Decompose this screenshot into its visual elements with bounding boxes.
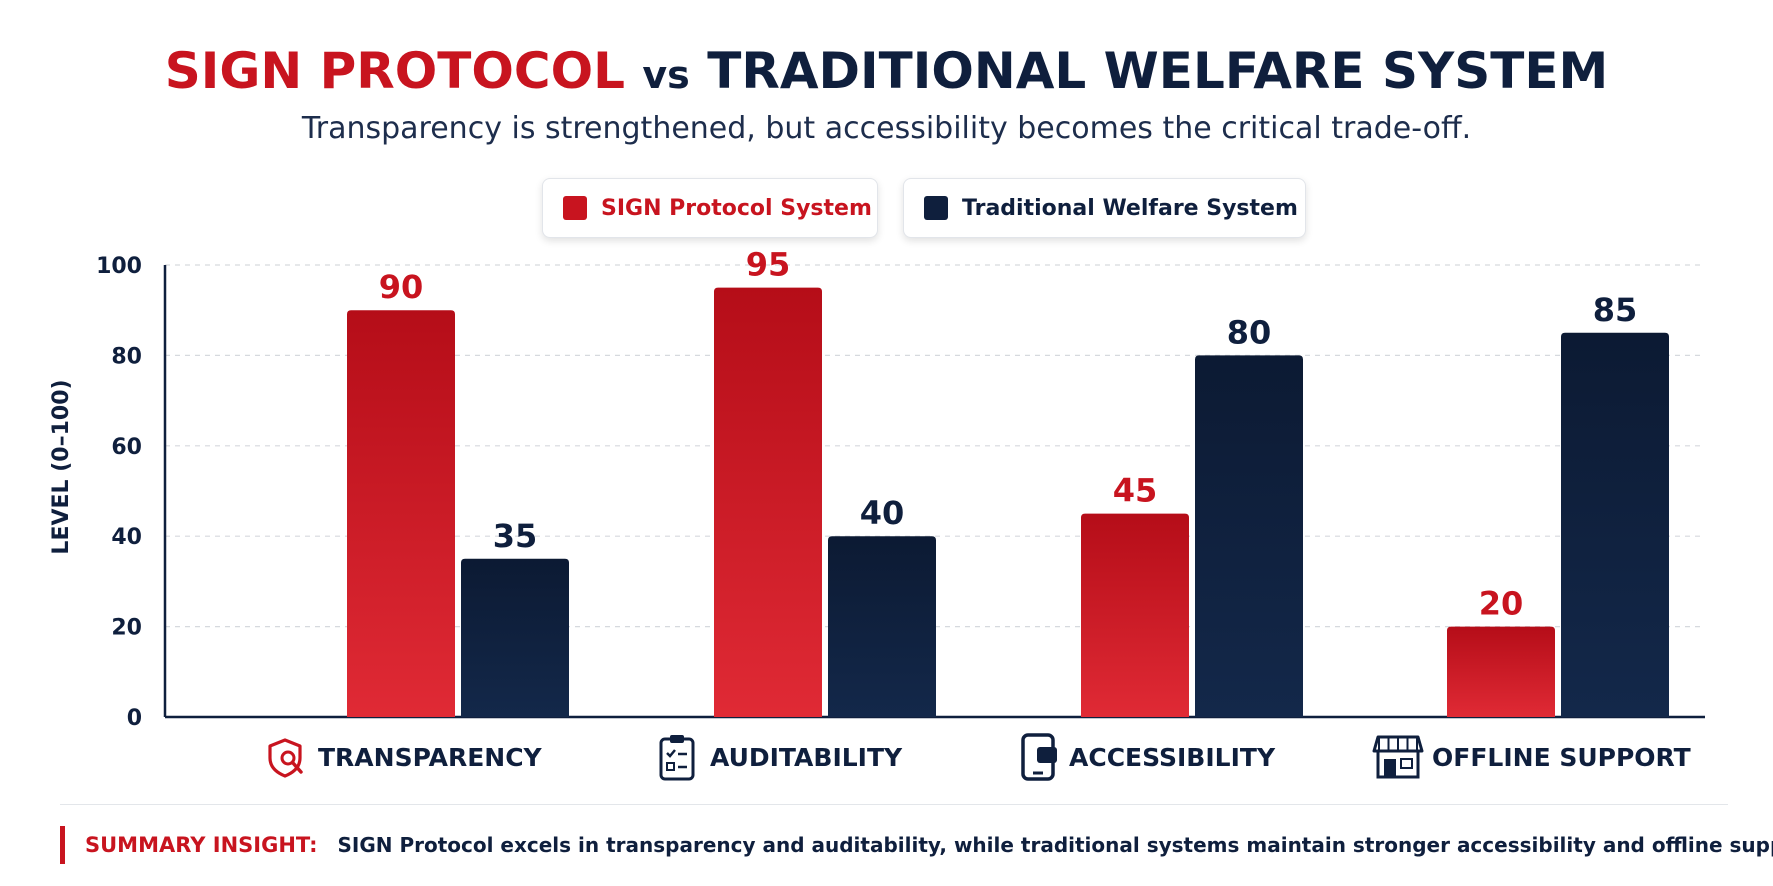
bar-chart: 0 20 40 60 80 100 90 35 95 40 45 80 20 85 TRANSPAREN… — [49, 246, 1705, 781]
bar-traditional-welfare-auditability — [828, 536, 936, 717]
mobile-device-icon — [1021, 733, 1057, 781]
category-label: ACCESSIBILITY — [1069, 743, 1276, 772]
y-tick-label: 100 — [96, 254, 142, 279]
legend-label-sign-protocol: SIGN Protocol System — [601, 195, 872, 221]
y-tick-label: 0 — [127, 706, 142, 731]
bar-sign-protocol-auditability — [714, 287, 822, 717]
title-traditional-welfare: TRADITIONAL WELFARE SYSTEM — [707, 42, 1609, 100]
category-label: TRANSPARENCY — [318, 743, 543, 772]
legend-swatch-traditional-welfare — [924, 196, 948, 220]
data-label: 20 — [1479, 585, 1524, 623]
bar-sign-protocol-offline-support — [1447, 626, 1555, 717]
y-tick-label: 80 — [111, 344, 142, 369]
bars — [347, 287, 1669, 717]
y-tick-label: 40 — [111, 525, 142, 550]
clipboard-checklist-icon — [659, 735, 695, 781]
data-labels: 90 35 95 40 45 80 20 85 — [379, 246, 1638, 623]
category-label: AUDITABILITY — [710, 743, 903, 772]
bar-traditional-welfare-offline-support — [1561, 332, 1669, 717]
category-label: OFFLINE SUPPORT — [1432, 743, 1691, 772]
legend-label-traditional-welfare: Traditional Welfare System — [962, 195, 1298, 221]
summary-insight: SUMMARY INSIGHT: SIGN Protocol excels in… — [60, 826, 1773, 864]
title-sign-protocol: SIGN PROTOCOL — [164, 42, 625, 100]
data-label: 35 — [493, 517, 538, 555]
shield-search-icon — [268, 738, 303, 778]
data-label: 80 — [1227, 313, 1272, 351]
y-axis-label: LEVEL (0–100) — [49, 379, 74, 554]
summary-text: SIGN Protocol excels in transparency and… — [337, 833, 1773, 857]
legend-item-traditional-welfare: Traditional Welfare System — [903, 178, 1306, 238]
bar-traditional-welfare-accessibility — [1195, 355, 1303, 717]
y-tick-label: 20 — [111, 616, 142, 641]
data-label: 40 — [860, 494, 905, 532]
storefront-icon — [1372, 735, 1424, 779]
category-labels: TRANSPARENCY AUDITABILITY ACCESSIBILITY OFF… — [268, 733, 1691, 781]
data-label: 45 — [1113, 472, 1158, 510]
legend-swatch-sign-protocol — [563, 196, 587, 220]
page-subtitle: Transparency is strengthened, but access… — [301, 111, 1472, 146]
bar-sign-protocol-accessibility — [1081, 513, 1189, 717]
y-tick-label: 60 — [111, 435, 142, 460]
bar-sign-protocol-transparency — [347, 310, 455, 717]
data-label: 90 — [379, 268, 424, 306]
summary-label: SUMMARY INSIGHT: — [85, 833, 318, 857]
bar-traditional-welfare-transparency — [461, 558, 569, 717]
summary-divider — [60, 804, 1728, 805]
page-title: SIGN PROTOCOL vs TRADITIONAL WELFARE SYS… — [0, 42, 1773, 100]
data-label: 85 — [1593, 291, 1638, 329]
legend-item-sign-protocol: SIGN Protocol System — [542, 178, 878, 238]
title-vs: vs — [642, 53, 690, 97]
data-label: 95 — [746, 246, 791, 284]
